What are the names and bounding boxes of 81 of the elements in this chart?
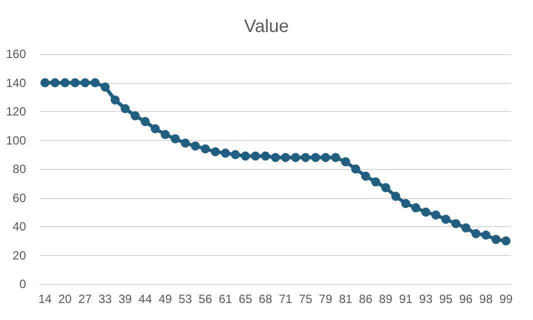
point [481,230,490,240]
x-tick-label: 91 [399,292,413,306]
point [140,117,150,126]
point [351,164,360,174]
y-tick-label: 120 [6,104,26,118]
point [190,142,200,150]
point [110,96,120,104]
point [291,153,300,162]
x-tick-label: 27 [78,292,92,306]
point [50,78,60,88]
point [401,199,410,208]
x-tick-label: 49 [158,292,172,306]
x-tick-label: 20 [58,292,72,306]
x-tick-label: 44 [138,292,152,306]
point [160,130,170,139]
y-tick-label: 0 [19,277,26,291]
y-tick-label: 80 [12,162,26,176]
point [210,147,220,156]
x-tick-label: 75 [298,292,313,306]
point [130,111,140,120]
x-tick-label: 68 [258,292,272,306]
x-tick-label: 71 [278,292,293,306]
point [421,208,430,217]
x-tick-label: 39 [118,292,132,306]
point [491,234,500,244]
point [371,177,380,186]
x-tick-label: 96 [459,292,473,306]
chart-title: Value [244,16,289,36]
point [100,82,110,92]
point [411,203,420,212]
point [271,153,280,162]
x-tick-label: 33 [98,292,112,306]
point [281,153,290,162]
point [502,236,510,246]
point [471,229,480,238]
point [341,157,350,166]
point [240,152,250,161]
point [381,183,390,192]
x-tick-label: 99 [499,292,513,306]
point [250,152,260,161]
point [80,78,90,88]
y-tick-label: 160 [6,47,26,61]
point [120,104,130,114]
point [170,134,180,144]
x-tick-label: 98 [479,292,493,306]
point [451,219,460,228]
point [361,172,370,181]
x-tick-label: 56 [198,292,212,306]
point [260,152,270,161]
y-tick-label: 140 [6,76,26,90]
x-tick-label: 14 [38,292,52,306]
point [391,192,400,201]
point [230,150,240,160]
x-tick-label: 95 [439,292,453,306]
x-tick-label: 53 [178,292,192,306]
point [441,214,450,224]
point [461,223,470,232]
x-tick-label: 79 [318,292,333,306]
point [150,124,160,134]
point [301,153,310,162]
x-tick-label: 86 [359,292,373,306]
point [70,78,80,88]
point [180,138,190,148]
point [431,210,440,220]
point [220,148,230,158]
y-tick-label: 40 [12,220,26,234]
point [331,153,340,162]
x-tick-label: 61 [218,292,232,306]
point [60,78,70,88]
point [311,153,320,162]
point [321,153,330,162]
y-tick-label: 20 [12,248,26,262]
x-tick-label: 89 [379,292,393,306]
y-tick-label: 60 [12,190,26,205]
x-tick-label: 81 [338,292,353,306]
y-tick-label: 100 [6,133,26,148]
point [40,78,50,88]
point [90,78,100,88]
x-tick-label: 65 [238,292,252,306]
x-tick-label: 93 [419,292,433,306]
point [200,144,210,154]
